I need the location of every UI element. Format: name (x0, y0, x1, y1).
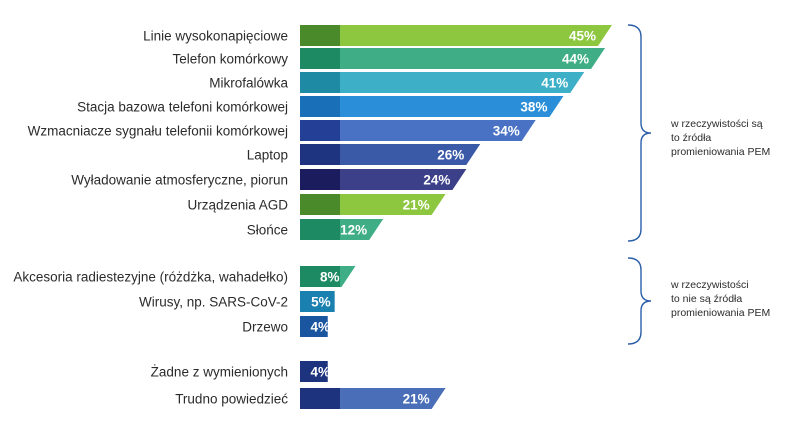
bar-base-segment (300, 120, 340, 141)
value-label: 38% (520, 100, 547, 115)
value-label: 8% (320, 270, 340, 285)
category-label: Stacja bazowa telefoni komórkowej (77, 100, 288, 115)
value-label: 21% (403, 392, 430, 407)
bar-base-segment (300, 96, 340, 117)
bar (340, 219, 384, 240)
bar (340, 120, 536, 141)
category-label: Wyładowanie atmosferyczne, piorun (71, 173, 288, 188)
group-1-bracket (627, 24, 652, 242)
group-2-note-line: w rzeczywistości (670, 279, 749, 291)
bar-base-segment (300, 72, 340, 93)
value-label: 12% (340, 223, 367, 238)
group-2-note-line: to nie są źródła (671, 293, 742, 305)
bar-base-segment (300, 219, 340, 240)
category-label: Wirusy, np. SARS-CoV-2 (139, 295, 288, 310)
category-labels-layer: Linie wysokonapięciowe Telefon komórkowy M… (13, 29, 288, 407)
value-label: 34% (493, 124, 520, 139)
group-2-bracket (627, 257, 652, 345)
bar (340, 194, 446, 215)
value-label: 41% (541, 76, 568, 91)
group-1-note-line: w rzeczywistości są (670, 118, 763, 130)
bars-layer (300, 25, 612, 409)
bar (300, 361, 328, 382)
category-label: Urządzenia AGD (187, 198, 288, 213)
category-label: Żadne z wymienionych (151, 365, 288, 380)
value-label: 44% (562, 52, 589, 67)
category-label: Trudno powiedzieć (175, 392, 288, 407)
bar-base-segment (300, 25, 340, 46)
bar (340, 266, 356, 287)
bar (340, 72, 585, 93)
value-label: 24% (423, 173, 450, 188)
category-label: Drzewo (242, 320, 288, 335)
bar (340, 169, 467, 190)
category-label: Linie wysokonapięciowe (143, 29, 288, 44)
group-1-note: w rzeczywistości są to źródła promieniow… (670, 118, 770, 158)
bar-base-segment (300, 266, 340, 287)
value-label: 26% (437, 148, 464, 163)
category-label: Laptop (247, 148, 288, 163)
category-label: Telefon komórkowy (172, 52, 288, 67)
bar (340, 25, 612, 46)
value-label: 45% (569, 29, 596, 44)
category-label: Wzmacniacze sygnału telefonii komórkowej (28, 124, 288, 139)
bar-base-segment (300, 169, 340, 190)
bar-base-segment (300, 194, 340, 215)
value-label: 4% (310, 365, 330, 380)
bar (340, 144, 481, 165)
bar-base-segment (300, 48, 340, 69)
category-label: Mikrofalówka (209, 76, 288, 91)
value-label: 4% (310, 320, 330, 335)
group-2-note-line: promieniowania PEM (671, 307, 770, 319)
category-label: Słońce (247, 223, 288, 238)
bar (340, 96, 564, 117)
bar-base-segment (300, 388, 340, 409)
group-1-note-line: promieniowania PEM (671, 146, 770, 158)
group-2-note: w rzeczywistości to nie są źródła promie… (670, 279, 770, 319)
bar (300, 291, 335, 312)
value-labels-layer: 45% 44% 41% 38%34% 26% 24% 21% 12% 8% 5% 4% 4% 21% (310, 29, 596, 407)
category-label: Akcesoria radiestezyjne (różdżka, wahade… (13, 270, 288, 285)
bar (300, 316, 328, 337)
bar-base-segment (300, 144, 340, 165)
group-1-note-line: to źródła (671, 132, 711, 144)
value-label: 21% (403, 198, 430, 213)
value-label: 5% (311, 295, 331, 310)
bar (340, 388, 446, 409)
bar (340, 48, 606, 69)
